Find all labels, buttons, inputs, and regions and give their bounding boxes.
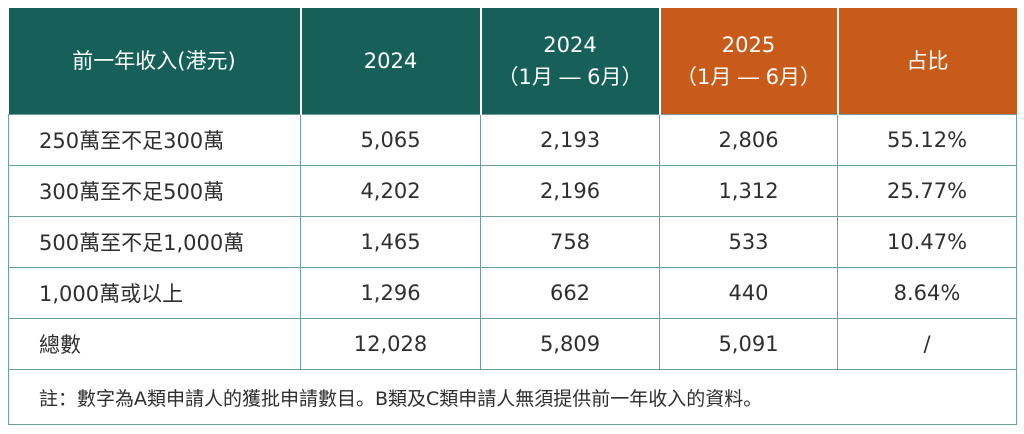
table-row: 500萬至不足1,000萬 1,465 758 533 10.47% bbox=[8, 216, 1017, 268]
cell-share: 10.47% bbox=[837, 216, 1017, 268]
header-share: 占比 bbox=[837, 8, 1017, 115]
income-table: 前一年收入(港元) 2024 2024 （1月 ― 6月） 2025 （1月 ―… bbox=[8, 8, 1017, 425]
cell-share: 25.77% bbox=[837, 165, 1017, 217]
header-2024-label: 2024 bbox=[363, 49, 418, 73]
header-2025-h1-year: 2025 bbox=[721, 33, 776, 57]
header-income-range: 前一年收入(港元) bbox=[8, 8, 302, 115]
header-2025-h1: 2025 （1月 ― 6月） bbox=[659, 8, 839, 115]
row-label: 500萬至不足1,000萬 bbox=[8, 216, 301, 268]
cell-share: 8.64% bbox=[837, 267, 1017, 319]
cell-2024: 1,465 bbox=[300, 216, 481, 268]
cell-2024-h1: 758 bbox=[480, 216, 660, 268]
cell-2025-h1: 5,091 bbox=[659, 318, 838, 370]
row-label: 總數 bbox=[8, 318, 301, 370]
row-label: 1,000萬或以上 bbox=[8, 267, 301, 319]
header-income-range-label: 前一年收入(港元) bbox=[72, 49, 236, 73]
header-share-label: 占比 bbox=[906, 49, 949, 73]
cell-2024-h1: 5,809 bbox=[480, 318, 660, 370]
cell-2025-h1: 440 bbox=[659, 267, 838, 319]
table-row: 250萬至不足300萬 5,065 2,193 2,806 55.12% bbox=[8, 114, 1017, 166]
header-2024: 2024 bbox=[300, 8, 482, 115]
cell-2024: 12,028 bbox=[300, 318, 481, 370]
cell-2025-h1: 533 bbox=[659, 216, 838, 268]
table-row: 1,000萬或以上 1,296 662 440 8.64% bbox=[8, 267, 1017, 319]
row-label: 250萬至不足300萬 bbox=[8, 114, 301, 166]
cell-2025-h1: 2,806 bbox=[659, 114, 838, 166]
header-2025-h1-period: （1月 ― 6月） bbox=[675, 65, 822, 89]
cell-2024-h1: 2,196 bbox=[480, 165, 660, 217]
table-row-total: 總數 12,028 5,809 5,091 / bbox=[8, 318, 1017, 370]
cell-2024-h1: 662 bbox=[480, 267, 660, 319]
cell-share: 55.12% bbox=[837, 114, 1017, 166]
note-row: 註：數字為A類申請人的獲批申請數目。B類及C類申請人無須提供前一年收入的資料。 bbox=[8, 369, 1017, 425]
header-2024-h1-period: （1月 ― 6月） bbox=[497, 65, 643, 89]
cell-share: / bbox=[837, 318, 1017, 370]
table-row: 300萬至不足500萬 4,202 2,196 1,312 25.77% bbox=[8, 165, 1017, 217]
cell-2025-h1: 1,312 bbox=[659, 165, 838, 217]
cell-2024: 1,296 bbox=[300, 267, 481, 319]
row-label: 300萬至不足500萬 bbox=[8, 165, 301, 217]
header-2024-h1: 2024 （1月 ― 6月） bbox=[480, 8, 661, 115]
income-table-container: 前一年收入(港元) 2024 2024 （1月 ― 6月） 2025 （1月 ―… bbox=[8, 8, 1017, 425]
header-row: 前一年收入(港元) 2024 2024 （1月 ― 6月） 2025 （1月 ―… bbox=[8, 8, 1017, 115]
table-footnote: 註：數字為A類申請人的獲批申請數目。B類及C類申請人無須提供前一年收入的資料。 bbox=[8, 369, 1017, 425]
cell-2024: 5,065 bbox=[300, 114, 481, 166]
cell-2024-h1: 2,193 bbox=[480, 114, 660, 166]
header-2024-h1-year: 2024 bbox=[543, 33, 597, 57]
cell-2024: 4,202 bbox=[300, 165, 481, 217]
